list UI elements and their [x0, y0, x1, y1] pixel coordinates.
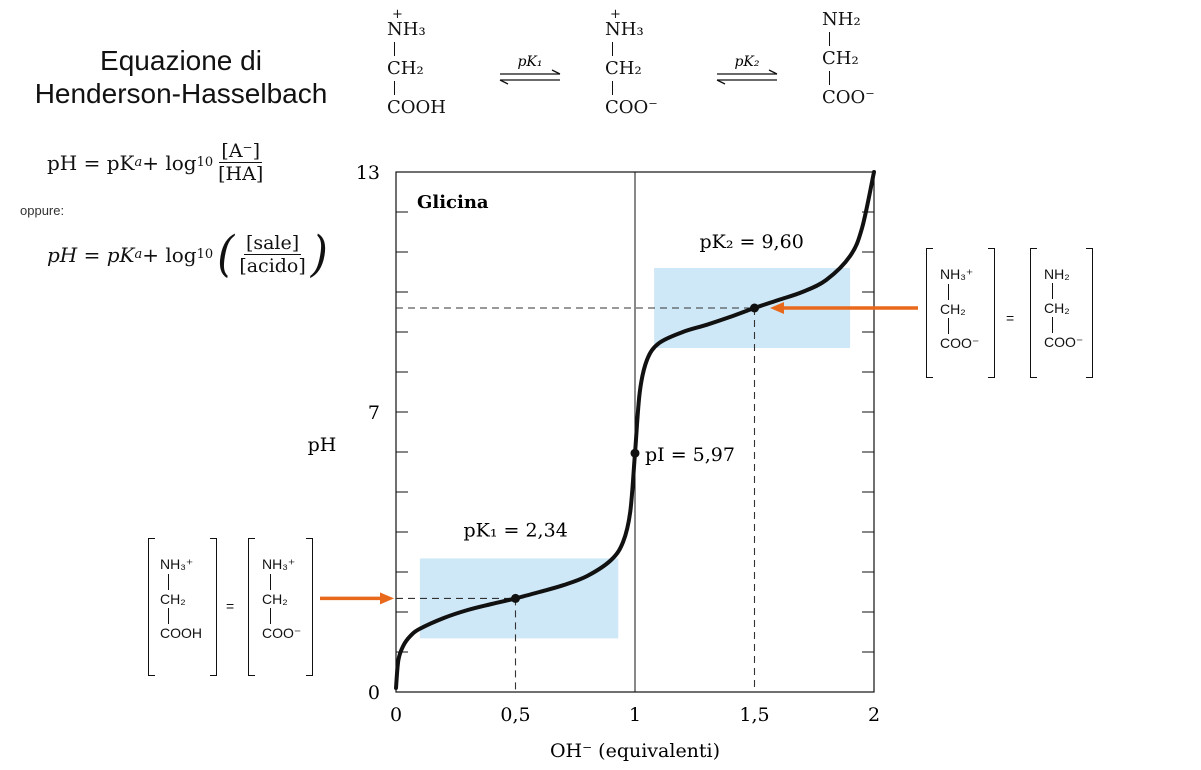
equation2-sub-a: a: [134, 247, 143, 262]
x-axis-label: OH⁻ (equivalenti): [550, 740, 720, 762]
x-tick-label: 0: [390, 704, 402, 726]
y-tick-label: 0: [368, 682, 380, 704]
point-label-2: pI = 5,97: [645, 444, 735, 466]
species-zwitterion: + NH₃ CH₂ COO⁻: [605, 7, 658, 118]
right-lhs-bottom: COO⁻: [940, 335, 980, 351]
left-buffer-equation: NH₃⁺ CH₂ COOH = NH₃⁺ CH₂ COO⁻: [148, 538, 318, 678]
oppure-label: oppure:: [20, 203, 65, 218]
title-line1: Equazione di: [100, 45, 262, 76]
point-3: [750, 303, 759, 313]
equation1-denominator: [HA]: [218, 163, 264, 185]
equilibrium-label-2: pK₂: [734, 54, 759, 70]
left-lhs-top: NH₃⁺: [160, 556, 194, 572]
title-line2: Henderson-Hasselbach: [34, 78, 328, 109]
equation2-denominator: [acido]: [239, 255, 306, 277]
left-lhs-mid: CH₂: [160, 591, 186, 607]
point-label-1: pK₁ = 2,34: [464, 519, 568, 541]
equation2-log: + log: [142, 242, 197, 267]
y-axis-label: pH: [308, 434, 337, 456]
x-tick-label: 1,5: [739, 704, 769, 726]
y-tick-label: 13: [356, 162, 380, 184]
equation2-numerator: [sale]: [243, 232, 302, 255]
species-anion: NH₂ CH₂ COO⁻: [822, 10, 875, 108]
right-arrow-head: [770, 302, 784, 314]
henderson-equation: pH = pK a + log 10 [A⁻] [HA]: [47, 140, 268, 185]
right-rhs-bottom: COO⁻: [1044, 334, 1084, 350]
species-zwitterion-mid: CH₂: [605, 58, 642, 79]
equation1-log: + log: [142, 150, 197, 175]
species-anion-mid: CH₂: [822, 48, 859, 69]
point-2: [630, 448, 640, 458]
left-equals: =: [226, 598, 235, 614]
equation1-sub-10: 10: [196, 155, 214, 170]
x-tick-label: 1: [629, 704, 641, 726]
right-equals: =: [1006, 310, 1015, 326]
right-buffer-equation: NH₃⁺ CH₂ COO⁻ = NH₂ CH₂ COO⁻: [926, 248, 1096, 388]
equation2-lhs: pH = pK: [47, 242, 135, 267]
y-tick-label: 7: [368, 402, 380, 424]
equation1-lhs: pH = pK: [47, 150, 135, 175]
henderson-equation-alt: pH = pK a + log 10 ( [sale] [acido] ): [47, 225, 328, 282]
page-title: Equazione di Henderson-Hasselbach: [0, 44, 362, 110]
right-lhs-top: NH₃⁺: [940, 266, 974, 282]
species-cation: + NH₃ CH₂ COOH: [387, 7, 446, 118]
left-rhs-top: NH₃⁺: [262, 556, 296, 572]
equation2-fraction: [sale] [acido]: [237, 232, 307, 277]
right-lhs-mid: CH₂: [940, 301, 966, 317]
right-rhs-mid: CH₂: [1044, 300, 1070, 316]
point-1: [511, 593, 520, 603]
species-zwitterion-bottom: COO⁻: [605, 97, 658, 118]
x-tick-label: 2: [868, 704, 880, 726]
point-label-3: pK₂ = 9,60: [700, 231, 804, 253]
equilibrium-label-1: pK₁: [517, 54, 542, 70]
equilibrium-arrow-1: pK₁: [499, 54, 561, 85]
species-zwitterion-top: NH₃: [605, 19, 644, 40]
species-cation-top: NH₃: [387, 19, 426, 40]
equation2-sub-10: 10: [196, 247, 214, 262]
titration-curve: [394, 170, 876, 690]
species-anion-top: NH₂: [822, 9, 861, 30]
equilibrium-arrow-2: pK₂: [716, 54, 778, 85]
equation1-sub-a: a: [134, 155, 143, 170]
chart-title: Glicina: [417, 192, 489, 213]
species-cation-bottom: COOH: [387, 97, 446, 118]
x-tick-label: 0,5: [500, 704, 530, 726]
right-rhs-top: NH₂: [1044, 266, 1070, 282]
left-rhs-mid: CH₂: [262, 591, 288, 607]
species-cation-mid: CH₂: [387, 58, 424, 79]
equation1-fraction: [A⁻] [HA]: [216, 140, 265, 185]
equation1-numerator: [A⁻]: [219, 140, 262, 163]
left-arrow-head: [380, 592, 394, 605]
species-anion-bottom: COO⁻: [822, 87, 875, 108]
left-rhs-bottom: COO⁻: [262, 625, 302, 641]
left-lhs-bottom: COOH: [160, 625, 202, 641]
